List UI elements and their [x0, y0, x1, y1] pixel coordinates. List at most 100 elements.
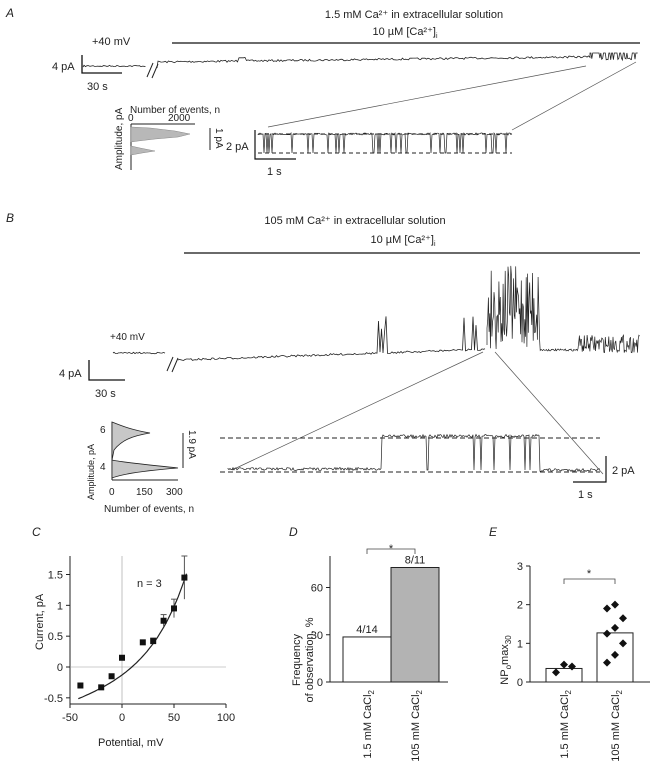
panel-a-condition: 10 µM [Ca²⁺]i [372, 26, 438, 40]
panel-b-zoom-line-right [494, 351, 604, 475]
panel-b-zoom-scale-bar [573, 456, 607, 483]
panel-d-bar [342, 636, 392, 683]
panel-d-significance-bracket [366, 548, 416, 554]
panel-b-condition: 10 µM [Ca²⁺]i [370, 234, 436, 248]
panel-e-point [619, 639, 627, 648]
panel-b-scale-bar [88, 360, 125, 381]
panel-c-point [139, 639, 146, 646]
panel-d-y-label-line2: of observation, % [304, 617, 316, 702]
panel-c-point [98, 684, 105, 691]
panel-d-category-label: 105 mM CaCl2 [410, 689, 424, 761]
panel-c-point [77, 682, 84, 689]
panel-e-y-label: NPomax30 [499, 635, 513, 685]
panel-b-hist-y-tick-4: 4 [100, 462, 106, 473]
panel-b-title: 105 mM Ca²⁺ in extracellular solution [264, 215, 445, 227]
panel-d-category-label: 1.5 mM CaCl2 [362, 689, 376, 758]
panel-c-label: C [32, 525, 41, 539]
panel-e-significance-star: * [587, 568, 592, 580]
panel-c-point [160, 617, 167, 624]
panel-c-y-tick-label: 1.5 [48, 570, 63, 582]
panel-b-hist-curve [111, 421, 179, 479]
panel-b-hist-x-tick-150: 150 [136, 487, 153, 498]
panel-c-y-tick-label: 0 [57, 662, 63, 674]
panel-e-significance-bracket [563, 578, 616, 584]
panel-b-hist-y-tick-6: 6 [100, 425, 106, 436]
panel-c-point [171, 605, 177, 612]
panel-c-x-tick-label: 100 [217, 712, 235, 724]
panel-b-label: B [6, 211, 14, 225]
panel-d-y-label-line1: Frequency [291, 634, 303, 686]
panel-a-zoom-scale-y: 2 pA [226, 141, 249, 153]
panel-d-bar-label: 8/11 [405, 554, 426, 566]
panel-e-category-label: 1.5 mM CaCl2 [559, 689, 573, 758]
panel-e-point [552, 668, 560, 677]
panel-e-plot: 0 1 2 3 1.5 mM CaCl2 105 mM CaCl2 * [517, 561, 650, 762]
panel-e: E NPomax30 0 1 2 3 1.5 mM CaCl2 105 mM CaCl2 * [489, 525, 650, 762]
panel-d-plot: 0 30 60 4/14 1.5 mM CaCl2 8/11 105 mM CaCl2 * [311, 543, 448, 762]
panel-a-hist-tick-0: 0 [128, 113, 134, 124]
panel-e-y-tick-label: 1 [517, 638, 523, 650]
panel-c-point [119, 654, 125, 661]
panel-c-annotation: n = 3 [137, 578, 162, 590]
panel-a-hist-peak-closed [130, 145, 156, 156]
panel-c-x-tick-label: -50 [62, 712, 78, 724]
panel-b-hist-amp: 1.9 pA [186, 430, 197, 459]
panel-b-hist-x-tick-0: 0 [109, 487, 115, 498]
panel-d-category-sub: 2 [415, 689, 424, 694]
panel-a-voltage: +40 mV [92, 36, 131, 48]
panel-b-zoom-line-left [231, 351, 484, 471]
panel-a-trace [82, 52, 638, 69]
panel-e-point [603, 629, 611, 638]
panel-b-hist-y-label: Amplitude, pA [86, 444, 96, 500]
panel-c-y-tick-label: 1 [57, 600, 63, 612]
panel-a-hist-amp: 1 pA [213, 128, 224, 149]
panel-a-label: A [5, 6, 14, 20]
panel-c-x-label: Potential, mV [98, 737, 164, 749]
panel-d-y-tick-label: 60 [311, 583, 323, 595]
panel-b-zoom: 2 pA 1 s [220, 351, 635, 501]
panel-b-scale-y: 4 pA [59, 368, 82, 380]
panel-a-scale-x: 30 s [87, 81, 108, 93]
panel-d-bar-label: 4/14 [356, 624, 377, 636]
panel-d: D Frequency of observation, % 0 30 60 4/14 1… [289, 525, 448, 762]
panel-e-y-tick-label: 2 [517, 600, 523, 612]
panel-c-x-tick-label: 50 [168, 712, 180, 724]
panel-e-y-tick-label: 3 [517, 561, 523, 573]
panel-b-burst [486, 265, 640, 354]
panel-c-y-label: Current, pA [34, 593, 46, 650]
panel-c-y-tick-label: 0.5 [48, 631, 63, 643]
panel-a-zoom-trace [257, 131, 513, 154]
panel-e-point [603, 604, 611, 613]
panel-e-category-label: 105 mM CaCl2 [610, 689, 624, 761]
panel-e-y-tick-label: 0 [517, 677, 523, 689]
panel-b-condition-main: 10 µM [Ca²⁺] [370, 234, 434, 246]
panel-a-zoom-scale-x: 1 s [267, 166, 282, 178]
panel-a-histogram: Number of events, n 0 2000 Amplitude, pA… [114, 105, 224, 170]
panel-c-plot: -50 0 50 100 -0.5 0 0.5 1 1.5 [44, 555, 235, 724]
panel-b-hist-x-tick-300: 300 [166, 487, 183, 498]
panel-a-condition-main: 10 µM [Ca²⁺] [372, 26, 436, 38]
panel-e-point [619, 614, 627, 623]
panel-d-category-sub: 2 [367, 689, 376, 694]
panel-a-scale-bar [81, 55, 122, 74]
panel-e-point [603, 658, 611, 667]
panel-b-histogram: Amplitude, pA 6 4 0 150 300 Number of ev… [86, 421, 197, 515]
panel-d-bar [390, 566, 440, 683]
panel-e-category-sub: 2 [564, 689, 573, 694]
panel-e-point [611, 650, 619, 659]
panel-b-voltage: +40 mV [110, 332, 145, 343]
panel-e-point [568, 662, 576, 671]
panel-a-hist-tick-2000: 2000 [168, 113, 191, 124]
panel-d-y-tick-label: 0 [317, 677, 323, 689]
panel-d-label: D [289, 525, 298, 539]
panel-c: C Current, pA Potential, mV n = 3 -50 0 50… [32, 525, 235, 749]
panel-a: A 1.5 mM Ca²⁺ in extracellular solution … [5, 6, 640, 178]
panel-b-zoom-scale-y: 2 pA [612, 465, 635, 477]
panel-e-point [560, 660, 568, 669]
panel-a-zoom-line-left [267, 65, 587, 128]
panel-b-zoom-trace [227, 433, 600, 473]
panel-c-point [108, 673, 115, 680]
panel-b-trace [112, 316, 486, 361]
panel-a-zoom: 2 pA 1 s [226, 61, 637, 178]
